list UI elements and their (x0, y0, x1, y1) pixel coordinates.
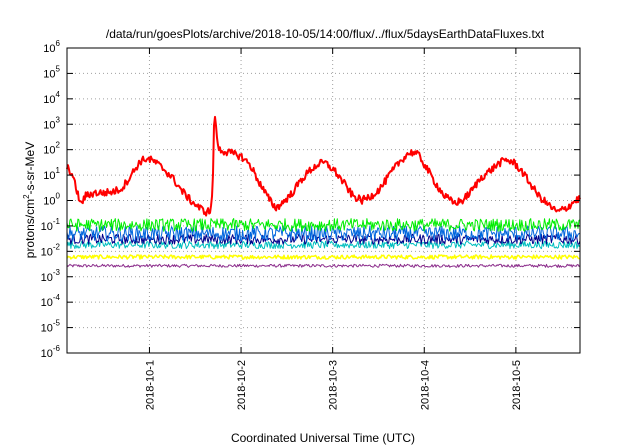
series-line (66, 233, 581, 245)
y-axis-label-rest: -s-sr-MeV (23, 142, 37, 195)
chart-title: /data/run/goesPlots/archive/2018-10-05/1… (106, 27, 545, 41)
x-tick-label: 2018-10-2 (236, 360, 248, 410)
grid-lines (67, 48, 580, 353)
y-axis-label-main: protons/cm (23, 199, 37, 258)
x-tick-label: 2018-10-5 (511, 360, 523, 410)
data-series (66, 115, 581, 268)
y-tick-label: 101 (43, 166, 60, 182)
y-tick-label-exponent: -4 (53, 293, 61, 302)
y-tick-label-exponent: 0 (56, 192, 61, 201)
series-line (66, 115, 581, 217)
y-tick-label-base: 10 (41, 272, 53, 284)
y-tick-label-exponent: 1 (56, 166, 61, 175)
y-tick-label-base: 10 (43, 170, 55, 182)
y-tick-label-base: 10 (41, 323, 53, 335)
y-axis-label-sup: 2 (22, 194, 31, 199)
y-tick-label: 103 (43, 115, 60, 131)
series-line (66, 263, 581, 268)
y-tick-label-base: 10 (41, 348, 53, 360)
y-tick-label-exponent: 6 (56, 39, 61, 48)
y-tick-label: 105 (43, 64, 60, 80)
y-tick-label-base: 10 (43, 68, 55, 80)
y-tick-label-exponent: 5 (56, 64, 61, 73)
y-tick-label-exponent: -1 (53, 217, 61, 226)
y-tick-label: 10-5 (41, 319, 61, 335)
y-tick-label-exponent: -6 (53, 344, 61, 353)
y-tick-label-exponent: 4 (56, 90, 61, 99)
x-tick-label: 2018-10-1 (144, 360, 156, 410)
y-tick-label: 10-4 (41, 293, 61, 309)
y-tick-label-base: 10 (41, 297, 53, 309)
x-tick-label: 2018-10-4 (419, 360, 431, 410)
y-tick-label-base: 10 (43, 119, 55, 131)
y-tick-label: 10-2 (41, 242, 61, 258)
y-tick-label-base: 10 (41, 246, 53, 258)
y-tick-label-base: 10 (43, 145, 55, 157)
y-tick-label-exponent: 2 (56, 141, 61, 150)
x-tick-label: 2018-10-3 (328, 360, 340, 410)
y-tick-label-exponent: -3 (53, 268, 61, 277)
y-tick-label-base: 10 (41, 221, 53, 233)
y-axis-label: protons/cm2-s-sr-MeV (22, 142, 37, 258)
y-tick-label: 106 (43, 39, 60, 55)
y-tick-label: 102 (43, 141, 60, 157)
y-tick-label-base: 10 (43, 196, 55, 208)
y-tick-label: 104 (43, 90, 60, 106)
series-line (66, 240, 581, 250)
axis-ticks (67, 47, 580, 354)
y-tick-label-exponent: 3 (56, 115, 61, 124)
y-tick-label-base: 10 (43, 43, 55, 55)
x-tick-labels: 2018-10-1 2018-10-2 2018-10-3 2018-10-4 2018… (144, 360, 522, 410)
x-axis-label: Coordinated Universal Time (UTC) (231, 431, 415, 445)
series-line (66, 225, 581, 242)
y-tick-label-base: 10 (43, 94, 55, 106)
y-tick-label-exponent: -2 (53, 242, 61, 251)
y-tick-labels: 10-610-510-410-310-210-11001011021031041… (41, 39, 61, 360)
series-line (66, 254, 580, 260)
y-tick-label: 10-1 (41, 217, 61, 233)
y-tick-label-exponent: -5 (53, 319, 61, 328)
y-tick-label: 100 (43, 192, 60, 208)
y-tick-label: 10-6 (41, 344, 61, 360)
series-line (66, 218, 581, 232)
y-tick-label: 10-3 (41, 268, 61, 284)
